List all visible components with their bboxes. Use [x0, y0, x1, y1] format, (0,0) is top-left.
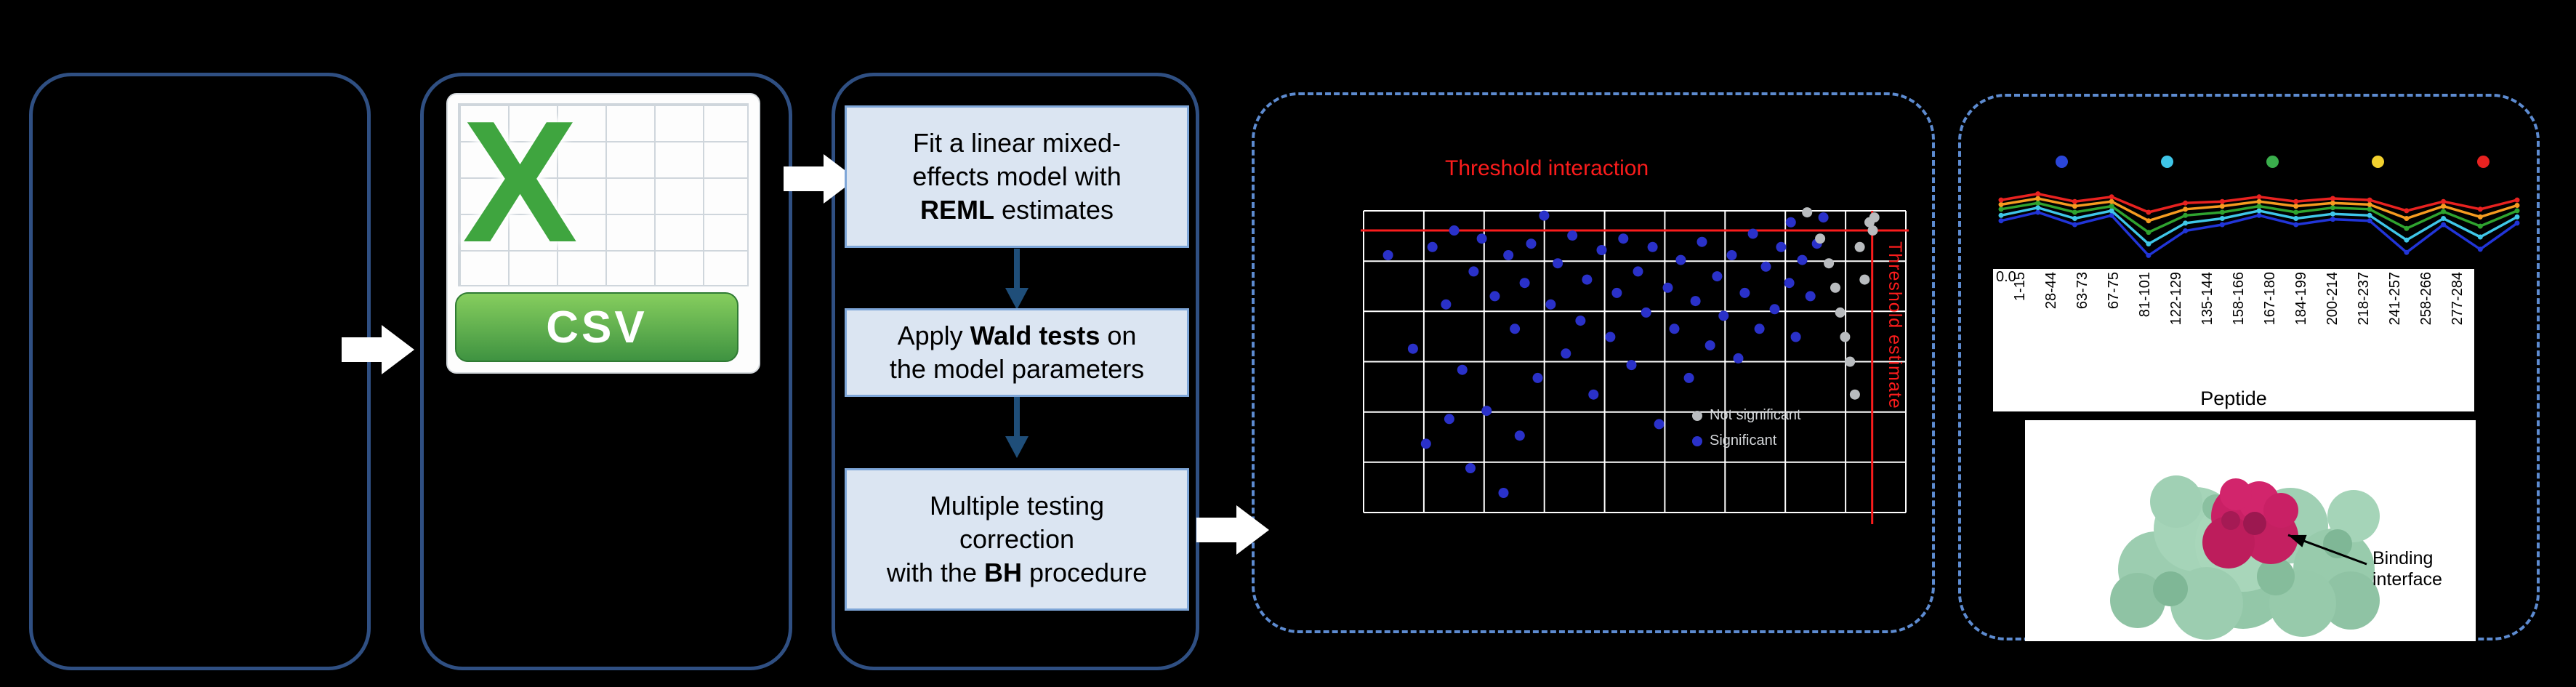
peptide-tick-label: 81-101 [2137, 272, 2153, 318]
csv-label: CSV [546, 302, 648, 353]
legend-item: Not significant [1692, 407, 1801, 424]
binding-site-region [2202, 478, 2298, 569]
binding-arrow-icon [2287, 534, 2367, 566]
pipeline-step-text: Apply Wald tests on the model parameters [889, 321, 1145, 384]
arrow-down-icon [1005, 397, 1029, 458]
peptide-tick-label: 167-180 [2262, 272, 2278, 326]
timepoint-dot [2056, 156, 2068, 168]
legend-marker [1692, 435, 1702, 446]
threshold-interaction-label: Threshold interaction [1445, 156, 1649, 180]
threshold-estimate-label: Threshold estimate [1885, 241, 1905, 409]
peptide-tick-label: 184-199 [2293, 272, 2309, 326]
arrow-right-icon [342, 325, 414, 374]
pipeline-step-reml: Fit a linear mixed- effects model with R… [845, 105, 1189, 248]
input-panel [29, 73, 371, 670]
pipeline-step-bh: Multiple testing correction with the BH … [845, 468, 1189, 611]
legend-item: Significant [1692, 433, 1801, 449]
uptake-line-chart [1995, 179, 2533, 269]
peptide-axis-strip: 0.0 1-15 28-44 63-73 67-75 81-101 122-129 135-… [1993, 269, 2474, 411]
peptide-tick-label: 122-129 [2168, 272, 2184, 326]
arrow-right-icon [1196, 505, 1269, 555]
uptake-chart-svg [1998, 191, 2520, 258]
peptide-tick-label: 241-257 [2387, 272, 2403, 326]
model-pipeline-panel [832, 73, 1199, 670]
peptide-axis-title: Peptide [2200, 387, 2267, 409]
scatter-points [1382, 207, 1880, 498]
grid-lines [1363, 210, 1907, 513]
legend-label: Significant [1710, 433, 1777, 449]
legend-marker [1692, 410, 1702, 421]
arrow-right-icon [784, 154, 856, 204]
spreadsheet-grid-icon [458, 103, 749, 286]
arrow-down-icon [1005, 249, 1029, 310]
scatter-plot-svg [1361, 207, 1909, 524]
timepoint-dot [2161, 156, 2173, 168]
timepoint-dot [2266, 156, 2279, 168]
peptide-tick-label: 218-237 [2356, 272, 2372, 326]
peptide-tick-label: 1-15 [2012, 272, 2028, 302]
peptide-tick-label: 200-214 [2325, 272, 2340, 326]
peptide-tick-label: 277-284 [2450, 272, 2466, 326]
timepoint-dot [2477, 156, 2490, 168]
peptide-tick-label: 63-73 [2074, 272, 2090, 310]
y-axis-tick: 0.0 [1996, 269, 2016, 285]
scatter-plot-legend: Not significant Significant [1692, 407, 1801, 449]
protein-structure-svg [2110, 475, 2380, 640]
peptide-tick-label: 28-44 [2043, 272, 2059, 310]
binding-interface-label: Binding interface [2372, 548, 2442, 590]
timepoint-dot [2372, 156, 2384, 168]
pipeline-step-text: Multiple testing correction with the BH … [886, 491, 1148, 587]
peptide-tick-label: 135-144 [2199, 272, 2215, 326]
peptide-axis-labels: 1-15 28-44 63-73 67-75 81-101 122-129 135-144 1… [2005, 272, 2474, 382]
pipeline-step-wald: Apply Wald tests on the model parameters [845, 308, 1189, 397]
peptide-tick-label: 258-266 [2418, 272, 2434, 326]
protein-structure-figure: Binding interface [2025, 420, 2476, 641]
uptake-series [1998, 191, 2520, 258]
peptide-tick-label: 158-166 [2231, 272, 2247, 326]
csv-file-icon: X CSV [446, 86, 760, 374]
results-plot-panel [1252, 92, 1935, 633]
legend-label: Not significant [1710, 407, 1801, 423]
pipeline-step-text: Fit a linear mixed- effects model with R… [912, 128, 1122, 225]
csv-panel [420, 73, 792, 670]
timepoint-legend-dots [2056, 156, 2490, 168]
peptide-tick-label: 67-75 [2106, 272, 2122, 310]
excel-x-logo: X [462, 86, 578, 278]
csv-banner: CSV [455, 292, 738, 362]
threshold-scatter-plot [1361, 207, 1909, 524]
